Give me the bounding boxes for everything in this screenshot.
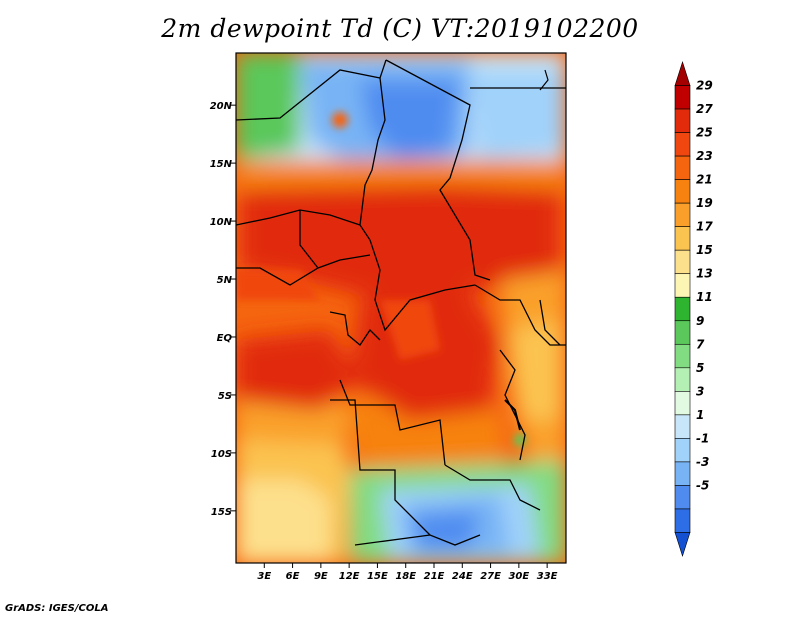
chart-title: 2m dewpoint Td (C) VT:2019102200	[161, 14, 639, 43]
map-frame	[235, 52, 567, 564]
lat-label: 15S	[211, 507, 232, 518]
lat-label: EQ	[217, 333, 233, 344]
colorbar-segment	[674, 108, 691, 133]
colorbar-segment	[674, 249, 691, 275]
lon-label: 27E	[480, 571, 501, 582]
colorbar-label: 29	[696, 79, 713, 93]
latitude-axis: 20N 15N 10N 5N EQ 5S 10S 15S	[210, 101, 236, 518]
colorbar-segment	[674, 179, 691, 204]
colorbar-segment	[674, 320, 691, 345]
lon-label: 3E	[257, 571, 271, 582]
lat-label: 10N	[210, 217, 233, 228]
lon-label: 6E	[286, 571, 300, 582]
colorbar-label: -1	[696, 431, 709, 445]
colorbar-label: 7	[696, 337, 705, 351]
lat-label: 20N	[210, 101, 233, 112]
lon-label: 15E	[367, 571, 388, 582]
colorbar-segment	[674, 296, 691, 322]
lon-label: 30E	[508, 571, 529, 582]
colorbar-segment	[674, 532, 691, 557]
grads-credit: GrADS: IGES/COLA	[5, 603, 109, 614]
colorbar-label: -5	[696, 478, 709, 492]
lat-label: 10S	[211, 449, 232, 460]
dewpoint-field	[236, 53, 566, 563]
longitude-axis: 3E 6E 9E 12E 15E 18E 21E 24E 27E 30E 33E	[257, 563, 558, 582]
colorbar-label: 19	[696, 196, 713, 210]
colorbar-segment	[674, 61, 691, 86]
colorbar-label: 1	[696, 408, 704, 422]
colorbar-label: 11	[696, 290, 713, 304]
colorbar-segment	[674, 438, 691, 463]
lat-label: 5N	[217, 275, 233, 286]
colorbar: 29 27 25 23 21 19 17 15 13 11 9 7 5 3 1 -1 -3 -5	[674, 61, 713, 557]
colorbar-segment	[674, 367, 691, 392]
colorbar-segment	[674, 461, 691, 486]
colorbar-segment	[674, 508, 691, 533]
colorbar-label: 5	[696, 361, 704, 375]
colorbar-segment	[674, 485, 691, 510]
lon-label: 21E	[424, 571, 445, 582]
colorbar-label: 3	[696, 384, 704, 398]
colorbar-label: 23	[696, 149, 713, 163]
lat-label: 15N	[210, 159, 233, 170]
colorbar-segment	[674, 343, 691, 369]
colorbar-segment	[674, 273, 691, 298]
colorbar-segment	[674, 391, 691, 416]
colorbar-label: 15	[696, 243, 713, 257]
lon-label: 12E	[339, 571, 360, 582]
colorbar-segment	[674, 414, 691, 439]
colorbar-label: 27	[696, 102, 713, 116]
colorbar-segment	[674, 85, 691, 110]
colorbar-segment	[674, 202, 691, 227]
colorbar-label: -3	[696, 455, 709, 469]
colorbar-label: 17	[696, 220, 713, 234]
colorbar-label: 21	[696, 173, 713, 187]
colorbar-segment	[674, 226, 691, 251]
lat-label: 5S	[218, 391, 232, 402]
lon-label: 18E	[395, 571, 416, 582]
colorbar-segment	[674, 132, 691, 157]
colorbar-label: 25	[696, 126, 713, 140]
lon-label: 9E	[314, 571, 328, 582]
colorbar-label: 9	[696, 314, 704, 328]
lon-label: 24E	[452, 571, 473, 582]
colorbar-segment	[674, 155, 691, 180]
country-borders	[236, 59, 566, 546]
lon-label: 33E	[537, 571, 558, 582]
colorbar-label: 13	[696, 267, 713, 281]
